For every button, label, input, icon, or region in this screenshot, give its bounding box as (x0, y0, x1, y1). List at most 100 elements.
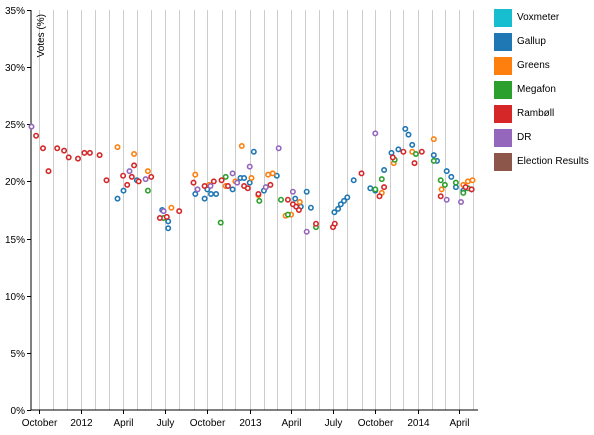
y-tick-label: 30% (5, 63, 25, 74)
data-point-gallup (208, 191, 215, 198)
data-point-ramb-ll (54, 145, 61, 152)
data-point-gallup (292, 195, 299, 202)
data-point-gallup (402, 125, 409, 132)
data-point-greens (430, 136, 437, 143)
data-point-ramb-ll (462, 184, 469, 191)
data-point-ramb-ll (358, 170, 365, 177)
data-point-gallup (448, 173, 455, 180)
data-point-dr (28, 123, 35, 130)
data-point-gallup (114, 195, 121, 202)
data-point-dr (372, 130, 379, 137)
data-point-dr (142, 176, 149, 183)
data-point-ramb-ll (295, 207, 302, 214)
data-point-dr (234, 179, 241, 186)
data-point-ramb-ll (376, 193, 383, 200)
data-point-greens (192, 171, 199, 178)
data-point-ramb-ll (131, 162, 138, 169)
x-tick-label: October (190, 418, 226, 429)
data-point-ramb-ll (75, 155, 82, 162)
data-point-ramb-ll (201, 183, 208, 190)
data-point-gallup (367, 185, 374, 192)
data-point-ramb-ll (218, 177, 225, 184)
data-point-megafon (452, 179, 459, 186)
data-point-gallup (213, 191, 220, 198)
data-point-gallup (395, 146, 402, 153)
data-point-megafon (430, 157, 437, 164)
data-point-ramb-ll (468, 186, 475, 193)
data-point-ramb-ll (389, 154, 396, 161)
data-point-gallup (381, 167, 388, 174)
data-point-megafon (437, 177, 444, 184)
x-tick-label: April (449, 418, 469, 429)
data-point-ramb-ll (33, 132, 40, 139)
data-point-megafon (372, 186, 379, 193)
data-point-greens (269, 170, 276, 177)
data-point-dr (262, 184, 269, 191)
x-tick-label: July (325, 418, 343, 429)
data-point-dr (246, 163, 253, 170)
data-point-greens (296, 199, 303, 206)
data-points (28, 123, 476, 235)
legend-swatch (494, 33, 512, 51)
legend-label: Election Results (517, 156, 589, 167)
data-point-ramb-ll (418, 148, 425, 155)
legend-swatch (494, 105, 512, 123)
data-point-ramb-ll (103, 177, 110, 184)
legend-swatch (494, 81, 512, 99)
data-point-dr (457, 199, 464, 206)
data-point-megafon (441, 181, 448, 188)
y-tick-label: 10% (5, 292, 25, 303)
data-point-gallup (340, 197, 347, 204)
data-point-gallup (344, 194, 351, 201)
legend-label: Voxmeter (517, 12, 560, 23)
data-point-ramb-ll (45, 168, 52, 175)
data-point-ramb-ll (244, 185, 251, 192)
data-point-megafon (256, 197, 263, 204)
data-point-ramb-ll (128, 173, 135, 180)
legend-swatch (494, 129, 512, 147)
x-tick-label: 2012 (70, 418, 93, 429)
data-point-gallup (350, 177, 357, 184)
data-point-ramb-ll (284, 196, 291, 203)
data-point-ramb-ll (411, 160, 418, 167)
data-point-gallup (165, 225, 172, 232)
data-point-greens (168, 204, 175, 211)
legend-swatch (494, 57, 512, 75)
data-point-gallup (229, 186, 236, 193)
data-point-megafon (284, 211, 291, 218)
data-point-dr (289, 188, 296, 195)
data-point-gallup (201, 195, 208, 202)
data-point-greens (114, 144, 121, 151)
data-point-ramb-ll (176, 208, 183, 215)
x-tick-label: 2013 (239, 418, 262, 429)
x-tick-label: October (22, 418, 58, 429)
data-point-megafon (217, 219, 224, 226)
data-point-ramb-ll (225, 183, 232, 190)
data-point-greens (131, 151, 138, 158)
y-tick-label: 25% (5, 120, 25, 131)
data-point-ramb-ll (267, 181, 274, 188)
data-point-ramb-ll (331, 220, 338, 227)
data-point-megafon (412, 151, 419, 158)
data-point-gallup (331, 209, 338, 216)
data-point-dr (126, 168, 133, 175)
data-point-dr (160, 208, 167, 215)
data-point-ramb-ll (65, 154, 72, 161)
data-point-gallup (241, 175, 248, 182)
data-point-ramb-ll (255, 191, 262, 198)
data-point-dr (194, 186, 201, 193)
data-point-ramb-ll (39, 145, 46, 152)
data-point-ramb-ll (148, 173, 155, 180)
data-point-gallup (409, 141, 416, 148)
data-point-ramb-ll (312, 220, 319, 227)
data-point-greens (469, 177, 476, 184)
data-point-megafon (277, 196, 284, 203)
legend-label: Rambøll (517, 108, 555, 119)
data-point-greens (144, 168, 151, 175)
data-point-greens (438, 186, 445, 193)
data-point-greens (238, 143, 245, 150)
legend-swatch (494, 153, 512, 171)
data-point-ramb-ll (61, 147, 68, 154)
data-point-gallup (430, 152, 437, 159)
